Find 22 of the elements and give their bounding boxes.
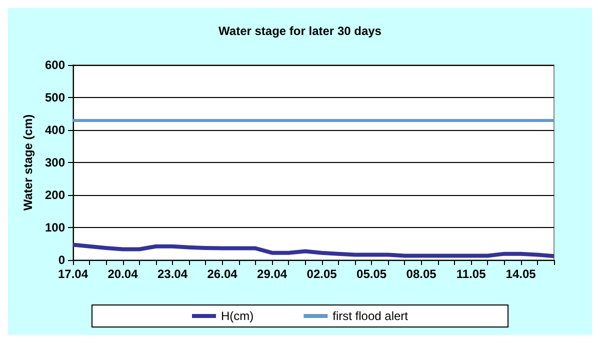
x-tick-label: 26.04 xyxy=(207,267,238,281)
x-tick-label: 02.05 xyxy=(306,267,338,281)
x-tick-label: 11.05 xyxy=(456,267,486,281)
y-tick-label: 600 xyxy=(44,58,66,72)
y-tick-label: 200 xyxy=(44,188,66,202)
x-tick-label: 08.05 xyxy=(406,267,437,281)
y-tick-label: 300 xyxy=(44,156,66,170)
x-tick-label: 14.05 xyxy=(506,267,536,281)
x-tick-label: 29.04 xyxy=(257,267,288,281)
y-tick-label: 100 xyxy=(44,220,66,234)
legend-label: first flood alert xyxy=(332,309,409,323)
y-axis-title: Water stage (cm) xyxy=(21,114,36,211)
x-tick-label: 17.04 xyxy=(58,267,88,281)
x-tick-label: 05.05 xyxy=(356,267,387,281)
x-tick-label: 23.04 xyxy=(158,267,188,281)
y-tick-label: 400 xyxy=(44,123,66,137)
chart-title: Water stage for later 30 days xyxy=(218,24,382,38)
y-tick-label: 0 xyxy=(58,253,66,267)
line-series xyxy=(71,242,556,258)
x-tick-label: 20.04 xyxy=(108,267,138,281)
y-tick-label: 500 xyxy=(44,90,66,104)
legend-label: H(cm) xyxy=(220,309,254,323)
